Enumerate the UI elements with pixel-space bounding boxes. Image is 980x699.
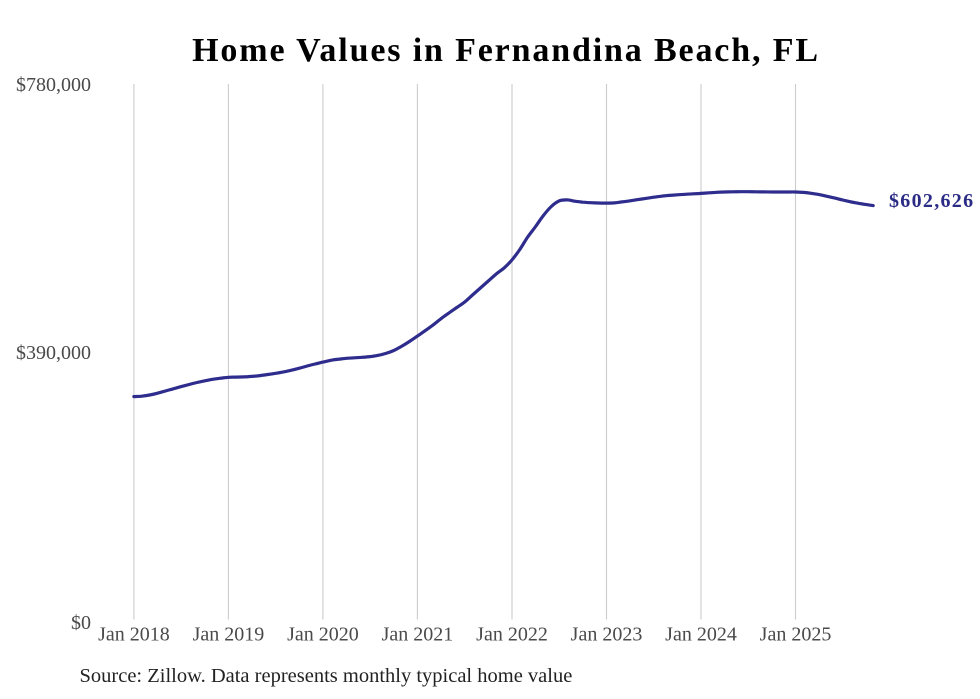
svg-text:Jan 2023: Jan 2023 xyxy=(571,624,643,646)
svg-text:Source: Zillow. Data represent: Source: Zillow. Data represents monthly … xyxy=(80,665,573,687)
svg-text:Jan 2018: Jan 2018 xyxy=(98,624,170,646)
svg-text:Jan 2021: Jan 2021 xyxy=(382,624,454,646)
svg-text:$390,000: $390,000 xyxy=(16,342,91,364)
svg-text:$602,626: $602,626 xyxy=(889,190,974,212)
svg-text:$0: $0 xyxy=(71,612,91,634)
svg-text:Jan 2024: Jan 2024 xyxy=(665,624,737,646)
svg-text:Jan 2022: Jan 2022 xyxy=(476,624,548,646)
svg-text:Home Values in Fernandina Beac: Home Values in Fernandina Beach, FL xyxy=(192,32,820,69)
svg-text:$780,000: $780,000 xyxy=(16,74,91,96)
svg-text:Jan 2025: Jan 2025 xyxy=(760,624,832,646)
svg-text:Jan 2019: Jan 2019 xyxy=(193,624,265,646)
svg-text:Jan 2020: Jan 2020 xyxy=(287,624,359,646)
